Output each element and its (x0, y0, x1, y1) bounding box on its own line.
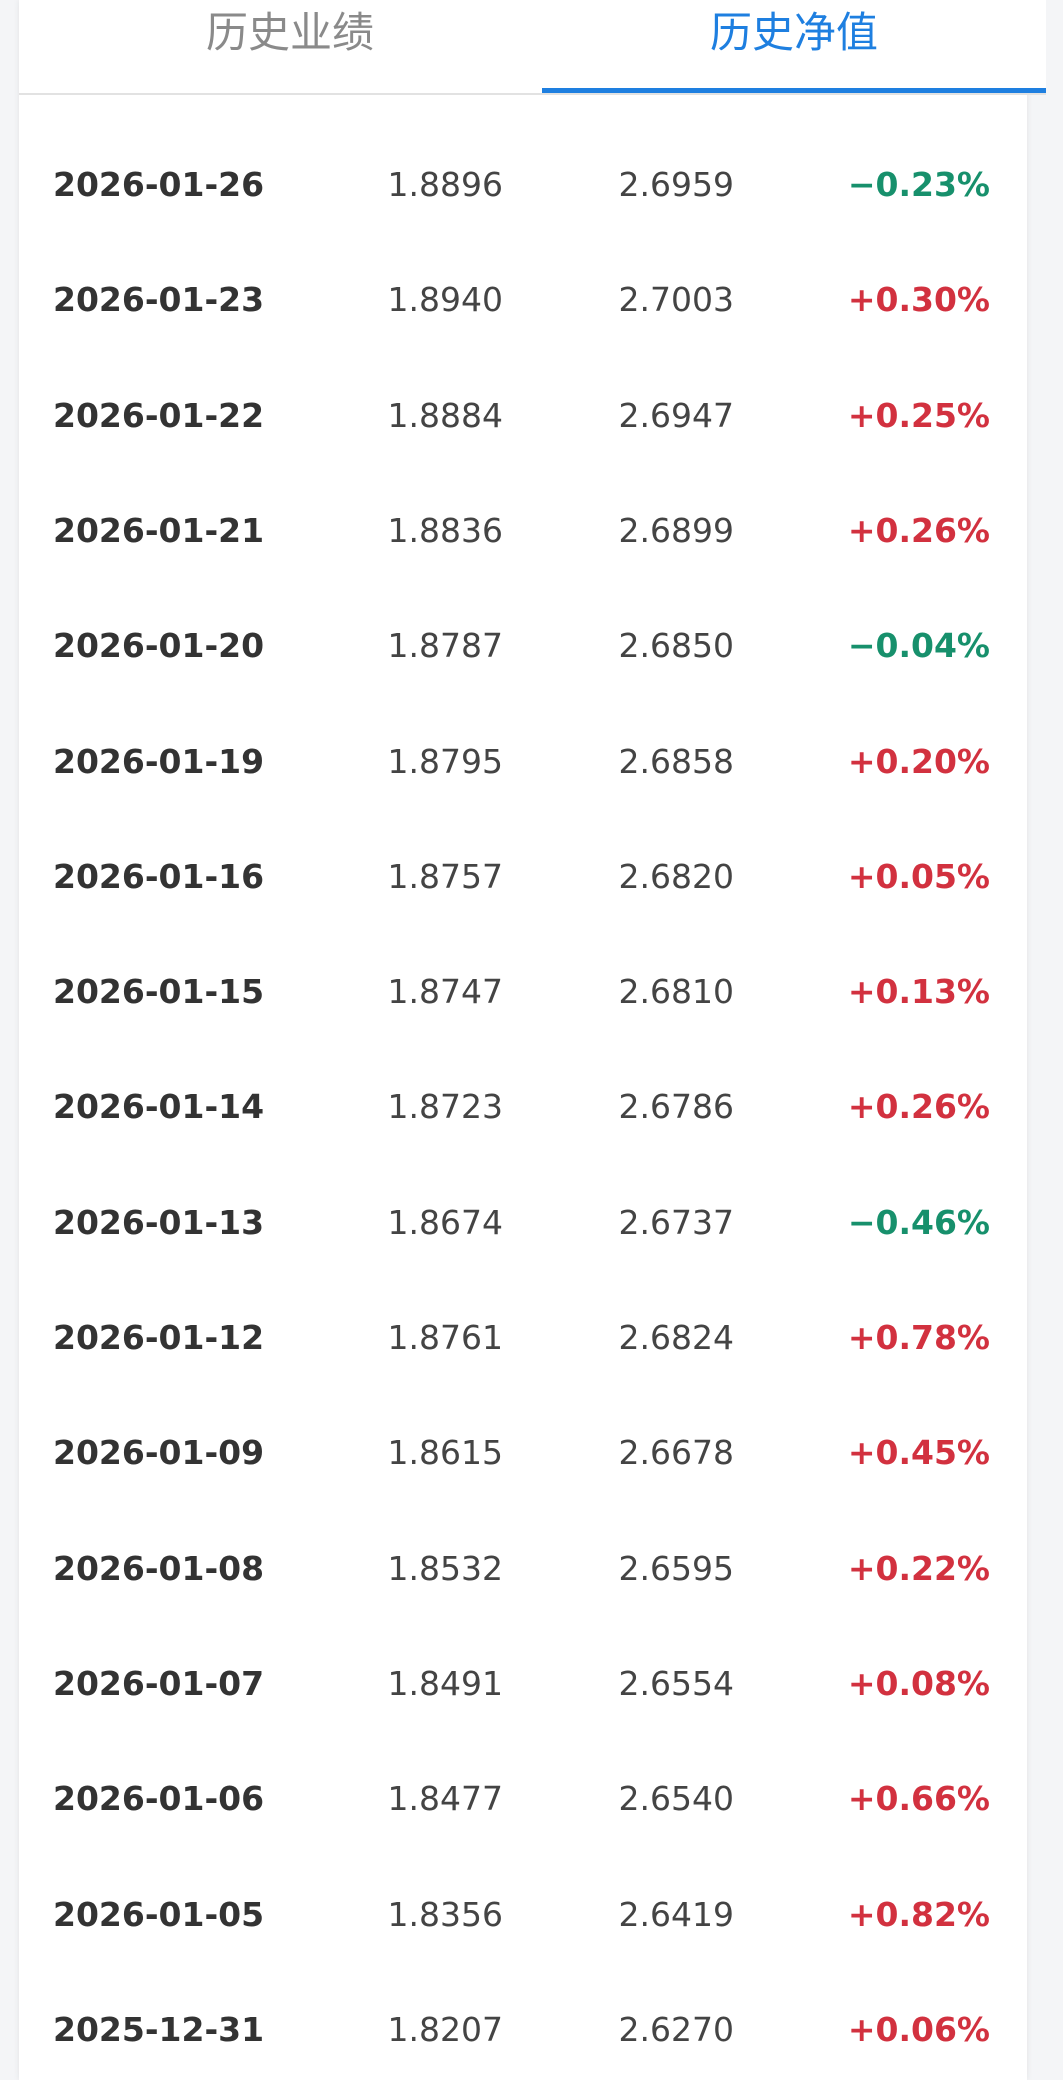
cell: 1.8207 (387, 2009, 503, 2049)
cell: 1.8723 (387, 1087, 503, 1127)
cell: 1.8674 (387, 1202, 503, 1242)
change-cell: +0.45% (847, 1433, 990, 1473)
table-row[interactable]: 2025-12-31 1.8207 2.6270 +0.06% (19, 2000, 1027, 2060)
cell: 1.8532 (387, 1548, 503, 1588)
cell: 2026-01-15 (53, 972, 265, 1012)
cell: 2026-01-19 (53, 741, 265, 781)
cell: 2026-01-05 (53, 1894, 265, 1934)
cell: 1.8884 (387, 395, 503, 435)
table-row[interactable]: 2026-01-26 1.8896 2.6959 −0.23% (19, 155, 1027, 215)
change-cell: +0.20% (847, 741, 990, 781)
table-row[interactable]: 2026-01-16 1.8757 2.6820 +0.05% (19, 847, 1027, 907)
table-row[interactable]: 2026-01-20 1.8787 2.6850 −0.04% (19, 616, 1027, 676)
cell: 1.8836 (387, 510, 503, 550)
cell: 2026-01-26 (53, 165, 265, 204)
table-row[interactable]: 2026-01-15 1.8747 2.6810 +0.13% (19, 962, 1027, 1022)
table-row[interactable]: 2026-01-13 1.8674 2.6737 −0.46% (19, 1193, 1027, 1253)
cell: 2.6270 (618, 2009, 734, 2049)
change-cell: −0.23% (847, 165, 990, 204)
cell: 2.6554 (618, 1663, 734, 1703)
table-row[interactable]: 2026-01-21 1.8836 2.6899 +0.26% (19, 501, 1027, 561)
cell: 2.6678 (618, 1433, 734, 1473)
cell: 2.7003 (618, 280, 734, 320)
cell: 2.6737 (618, 1202, 734, 1242)
cell: 2026-01-22 (53, 395, 265, 435)
change-cell: +0.22% (847, 1548, 990, 1588)
cell: 1.8747 (387, 972, 503, 1012)
cell: 2.6820 (618, 856, 734, 896)
cell: 2.6595 (618, 1548, 734, 1588)
table-row[interactable]: 2026-01-06 1.8477 2.6540 +0.66% (19, 1769, 1027, 1829)
cell: 2.6959 (618, 165, 734, 204)
change-cell: +0.78% (847, 1318, 990, 1357)
cell: 2.6540 (618, 1779, 734, 1819)
cell: 2026-01-09 (53, 1433, 265, 1473)
change-cell: −0.04% (847, 626, 990, 666)
cell: 1.8356 (387, 1894, 503, 1934)
tab-bar: 历史业绩 历史净值 (19, 0, 1046, 95)
table-row[interactable]: 2026-01-19 1.8795 2.6858 +0.20% (19, 732, 1027, 792)
cell: 2.6850 (618, 626, 734, 666)
cell: 1.8795 (387, 741, 503, 781)
cell: 2026-01-07 (53, 1663, 265, 1703)
nav-card: 历史业绩 历史净值 净值日期单位净值累计净值日涨跌幅2026-01-261.88… (19, 0, 1046, 2080)
cell: 1.8477 (387, 1779, 503, 1819)
table-row[interactable]: 2026-01-08 1.8532 2.6595 +0.22% (19, 1539, 1027, 1599)
tab-underline (542, 88, 1046, 93)
change-cell: +0.06% (847, 2009, 990, 2049)
cell: 1.8761 (387, 1318, 503, 1357)
cell: 1.8787 (387, 626, 503, 666)
change-cell: +0.30% (847, 280, 990, 320)
cell: 2.6899 (618, 510, 734, 550)
change-cell: +0.26% (847, 510, 990, 550)
table-row[interactable]: 2026-01-14 1.8723 2.6786 +0.26% (19, 1077, 1027, 1137)
cell: 2026-01-16 (53, 856, 265, 896)
tab[interactable]: 历史业绩 (205, 8, 374, 57)
cell: 1.8896 (387, 165, 503, 204)
table-row[interactable]: 2026-01-09 1.8615 2.6678 +0.45% (19, 1423, 1027, 1483)
cell: 2.6810 (618, 972, 734, 1012)
table-row[interactable]: 2026-01-12 1.8761 2.6824 +0.78% (19, 1308, 1027, 1368)
change-cell: +0.66% (847, 1779, 990, 1819)
change-cell: +0.13% (847, 972, 990, 1012)
cell: 2.6947 (618, 395, 734, 435)
cell: 1.8615 (387, 1433, 503, 1473)
cell: 2026-01-06 (53, 1779, 265, 1819)
change-cell: +0.08% (847, 1663, 990, 1703)
cell: 2026-01-14 (53, 1087, 265, 1127)
table-row[interactable]: 2026-01-07 1.8491 2.6554 +0.08% (19, 1654, 1027, 1714)
cell: 2.6824 (618, 1318, 734, 1357)
cell: 2026-01-20 (53, 626, 265, 666)
cell: 2.6858 (618, 741, 734, 781)
change-cell: +0.82% (847, 1894, 990, 1934)
cell: 1.8757 (387, 856, 503, 896)
cell: 2.6786 (618, 1087, 734, 1127)
cell: 1.8940 (387, 280, 503, 320)
change-cell: +0.25% (847, 395, 990, 435)
cell: 2.6419 (618, 1894, 734, 1934)
tab-active[interactable]: 历史净值 (709, 8, 878, 57)
change-cell: +0.26% (847, 1087, 990, 1127)
table-row[interactable]: 2026-01-22 1.8884 2.6947 +0.25% (19, 386, 1027, 446)
cell: 1.8491 (387, 1663, 503, 1703)
cell: 2026-01-23 (53, 280, 265, 320)
change-cell: +0.05% (847, 856, 990, 896)
cell: 2025-12-31 (53, 2009, 265, 2049)
cell: 2026-01-08 (53, 1548, 265, 1588)
table-row[interactable]: 2026-01-23 1.8940 2.7003 +0.30% (19, 270, 1027, 330)
cell: 2026-01-12 (53, 1318, 265, 1357)
change-cell: −0.46% (847, 1202, 990, 1242)
table-row[interactable]: 2026-01-05 1.8356 2.6419 +0.82% (19, 1885, 1027, 1945)
cell: 2026-01-21 (53, 510, 265, 550)
cell: 2026-01-13 (53, 1202, 265, 1242)
